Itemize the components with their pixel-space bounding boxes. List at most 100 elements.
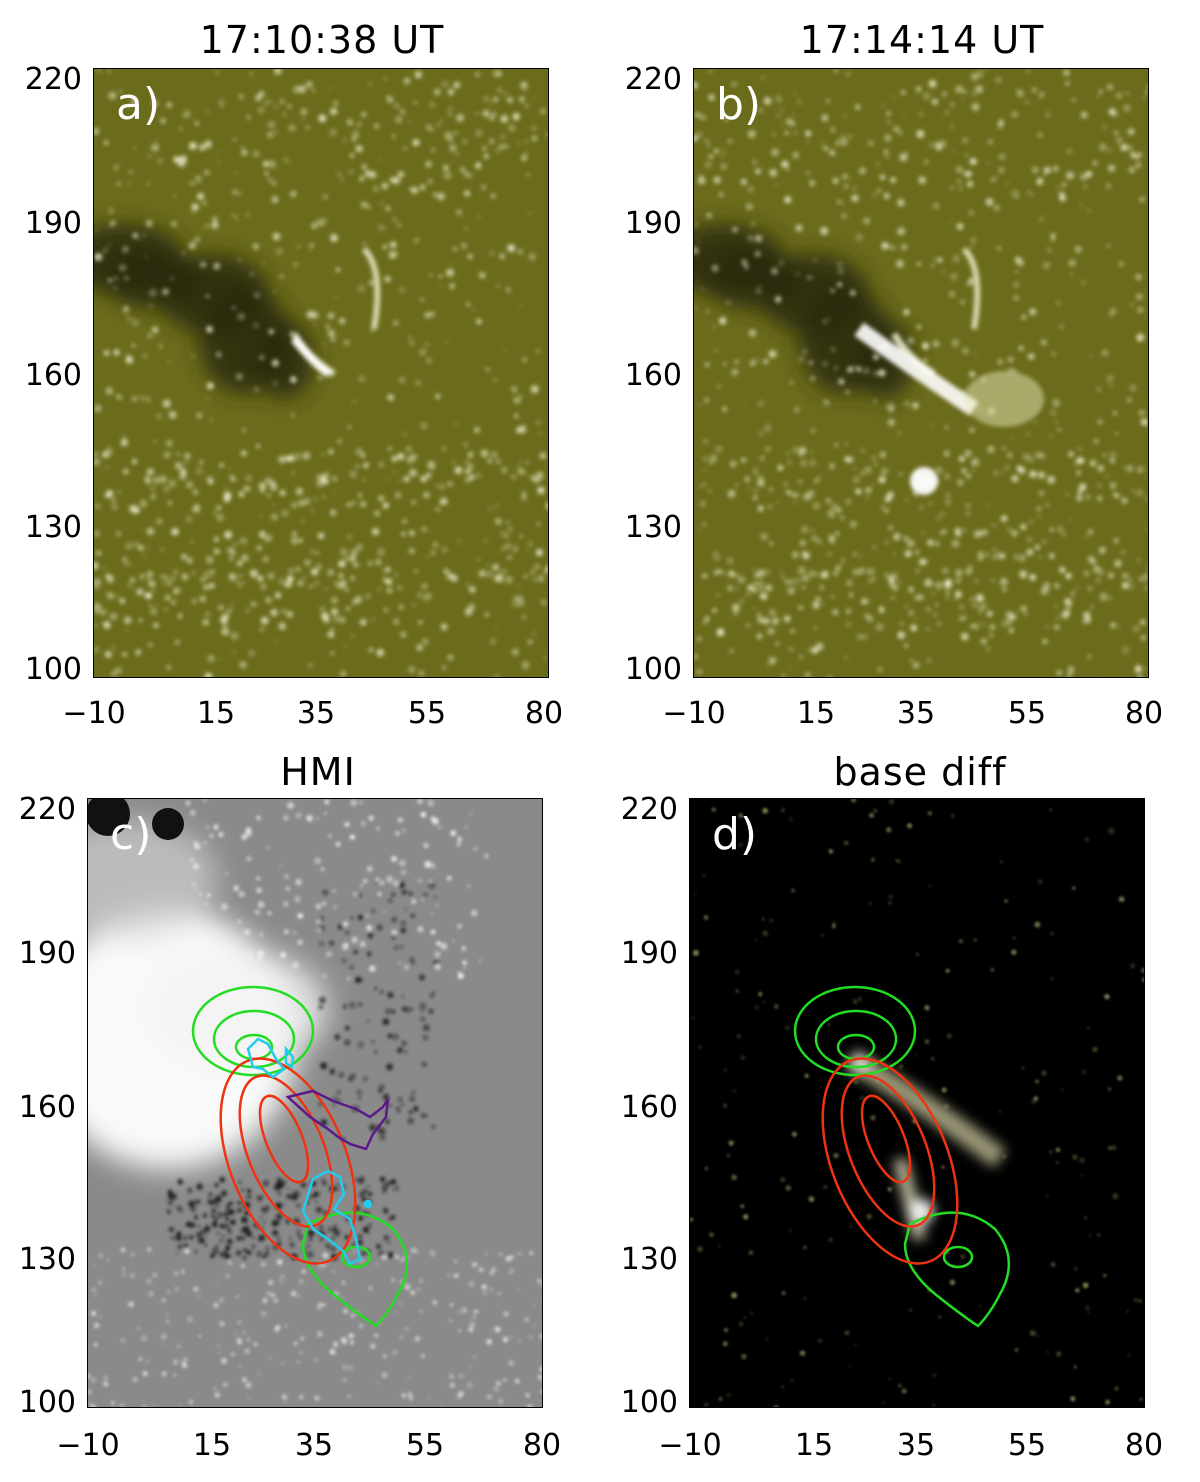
positive-flux-fragment [461, 946, 466, 951]
positive-flux-fragment [260, 931, 264, 935]
bright-speckle [999, 553, 1006, 559]
bright-speckle [331, 337, 336, 342]
bright-speckle [967, 180, 974, 187]
diff-speckle [728, 1140, 734, 1146]
diff-speckle [1050, 931, 1054, 936]
bright-speckle [204, 170, 209, 175]
bright-speckle [857, 634, 863, 640]
bright-speckle [293, 262, 298, 267]
bright-speckle [1109, 596, 1112, 600]
bright-speckle [1130, 303, 1134, 307]
bright-speckle [937, 257, 943, 263]
bright-speckle [945, 580, 949, 584]
y-tick-label: 130 [624, 510, 682, 545]
negative-flux-fragment [256, 1195, 263, 1202]
negative-flux-fragment [428, 1009, 434, 1014]
bright-speckle [421, 526, 427, 532]
bright-speckle [1033, 422, 1037, 425]
bright-speckle [429, 101, 436, 108]
diff-speckle [804, 1297, 806, 1300]
negative-flux-fragment [251, 1236, 255, 1239]
bright-speckle [780, 109, 784, 112]
bright-speckle [745, 623, 751, 628]
diff-speckle [744, 1316, 747, 1319]
bright-speckle [193, 489, 198, 495]
bright-speckle [409, 187, 413, 191]
diff-speckle [1142, 977, 1144, 983]
bright-speckle [1050, 409, 1057, 416]
bright-speckle [128, 105, 132, 109]
bright-speckle [327, 631, 335, 638]
positive-flux-fragment [404, 1283, 411, 1290]
bright-speckle [968, 209, 974, 216]
negative-flux-fragment [361, 1188, 368, 1195]
bright-speckle [343, 644, 347, 647]
bright-speckle [224, 487, 228, 490]
diff-speckle [1079, 1157, 1085, 1164]
contour-cyan-upper [284, 1045, 295, 1070]
bright-speckle [399, 286, 406, 294]
bright-speckle [942, 91, 947, 97]
bright-speckle [1076, 470, 1081, 475]
bright-speckle [1139, 197, 1145, 202]
positive-flux-fragment [98, 1316, 101, 1319]
bright-speckle [776, 500, 779, 503]
bright-speckle [519, 461, 522, 464]
bright-speckle [489, 101, 493, 105]
negative-flux-fragment [322, 889, 328, 896]
bright-speckle [266, 98, 273, 105]
bright-speckle [865, 487, 872, 494]
positive-flux-fragment [190, 858, 194, 862]
bright-speckle [314, 323, 317, 326]
bright-speckle [963, 528, 967, 532]
bright-speckle [411, 500, 416, 505]
bright-speckle [200, 261, 207, 268]
bright-speckle [716, 592, 720, 597]
bright-speckle [1079, 483, 1087, 491]
bright-speckle [753, 495, 758, 500]
diff-speckle [1034, 921, 1041, 928]
bright-speckle [105, 387, 114, 395]
bright-speckle [969, 157, 977, 166]
bright-speckle [757, 505, 764, 512]
negative-flux-fragment [431, 1125, 436, 1129]
bright-speckle [1083, 570, 1090, 577]
positive-flux-fragment [165, 1314, 170, 1318]
diff-speckle [727, 1154, 730, 1157]
bright-speckle [868, 567, 876, 575]
negative-flux-fragment [197, 1240, 200, 1243]
bright-speckle [295, 566, 301, 572]
bright-speckle [699, 114, 707, 121]
bright-speckle [487, 564, 491, 567]
bright-speckle [978, 610, 982, 614]
positive-flux-fragment [283, 815, 289, 821]
positive-flux-fragment [120, 1338, 126, 1343]
bright-speckle [321, 494, 326, 499]
bright-speckle [756, 612, 762, 619]
positive-flux-fragment [333, 905, 337, 909]
bright-speckle [128, 169, 133, 174]
bright-speckle [124, 275, 129, 281]
bright-speckle [206, 325, 213, 333]
bright-speckle [345, 606, 351, 612]
bright-speckle [1109, 482, 1117, 489]
bright-speckle [240, 450, 247, 457]
positive-flux-fragment [206, 893, 211, 897]
bright-speckle [413, 568, 419, 574]
negative-flux-fragment [176, 1236, 182, 1242]
bright-speckle [108, 278, 113, 283]
contour-cyan-upper [246, 1037, 286, 1079]
bright-speckle [1020, 524, 1027, 530]
contour-red-outer [821, 1057, 959, 1265]
positive-flux-fragment [399, 1301, 403, 1306]
bright-speckle [932, 98, 938, 105]
bright-speckle [1142, 96, 1146, 101]
bright-speckle [1091, 461, 1094, 465]
bright-speckle [456, 113, 465, 122]
bright-speckle [987, 139, 993, 145]
bright-speckle [750, 358, 757, 365]
bright-speckle [100, 608, 107, 616]
bright-speckle [886, 119, 891, 125]
diff-speckle [821, 933, 825, 937]
bright-speckle [257, 106, 265, 114]
